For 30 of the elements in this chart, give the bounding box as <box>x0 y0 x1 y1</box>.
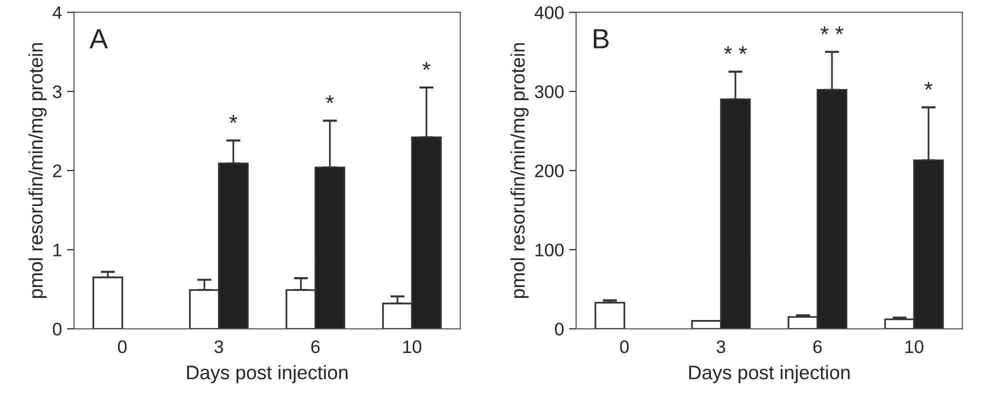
y-tick-label: 2 <box>53 164 62 178</box>
annotation: * * <box>724 46 747 54</box>
y-tick-label: 200 <box>535 164 564 178</box>
x-tick-label: 3 <box>716 340 726 354</box>
annotation: * <box>229 115 238 123</box>
annotation: * * <box>820 26 844 34</box>
x-tick-label: 6 <box>311 340 320 354</box>
chart-title: A <box>90 29 108 48</box>
annotation: * <box>326 95 334 104</box>
y-axis-title: pmol resorufin/min/mg protein <box>28 43 47 298</box>
y-tick-label: 400 <box>534 6 564 20</box>
x-tick-label: 10 <box>403 340 422 354</box>
annotation: * <box>422 62 430 70</box>
x-tick-label: 6 <box>813 340 822 354</box>
chart-title: B <box>594 29 609 48</box>
x-tick-label: 0 <box>620 340 629 354</box>
y-tick-label: 1 <box>54 244 62 256</box>
x-axis-title: Days post injection <box>187 365 348 384</box>
annotation: * <box>924 82 933 90</box>
y-axis-title: pmol resorufin/min/mg protein <box>510 43 529 298</box>
y-tick-label: 0 <box>52 322 62 336</box>
y-tick-label: 100 <box>536 244 564 256</box>
y-tick-label: 4 <box>52 6 62 19</box>
x-tick-label: 3 <box>214 340 224 354</box>
y-tick-label: 3 <box>52 85 62 98</box>
y-tick-label: 300 <box>534 85 564 98</box>
x-tick-label: 0 <box>118 340 127 354</box>
y-tick-label: 0 <box>554 322 564 336</box>
x-axis-title: Days post injection <box>689 365 850 384</box>
x-tick-label: 10 <box>905 340 924 354</box>
